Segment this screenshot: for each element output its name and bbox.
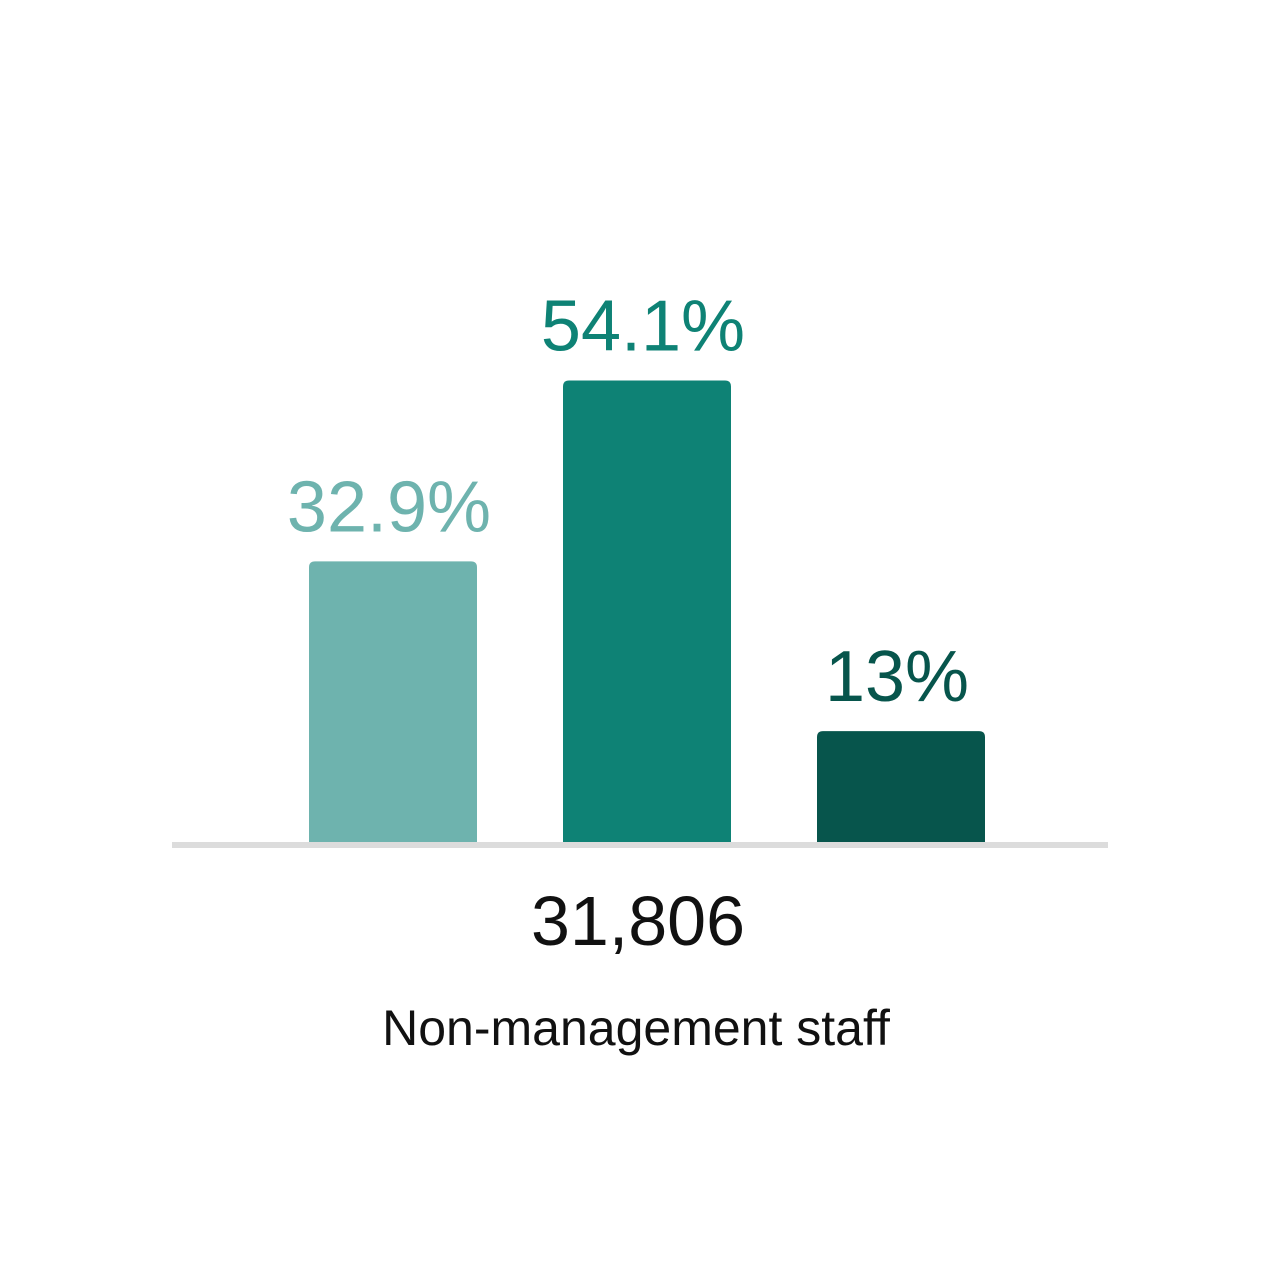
value-label-1: 32.9% [287,467,491,547]
bar-1 [309,561,477,842]
category-label: Non-management staff [382,1000,890,1056]
bar-3 [817,731,985,842]
total-count: 31,806 [531,882,745,960]
bars-group [309,380,985,842]
value-label-3: 13% [825,637,969,717]
bar-2 [563,380,731,842]
value-label-2: 54.1% [541,287,745,367]
value-labels-group: 32.9% 54.1% 13% [287,287,969,718]
